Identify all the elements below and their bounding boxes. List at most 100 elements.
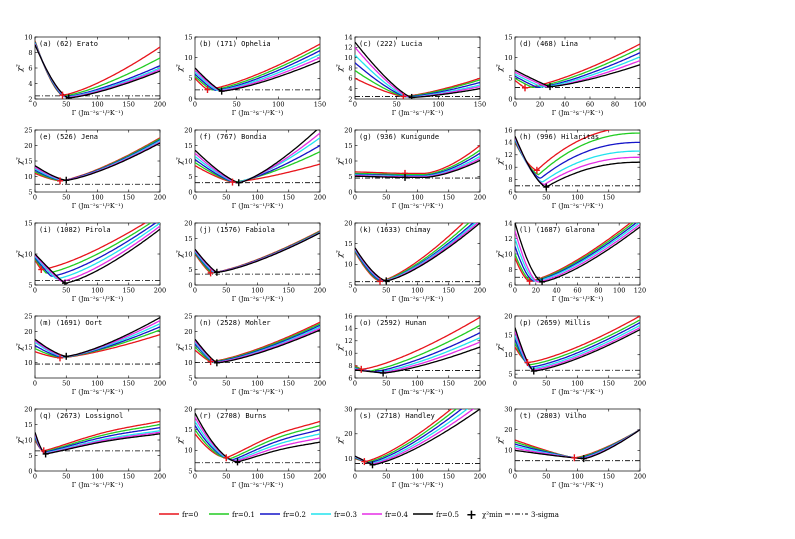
x-axis-label: Γ (Jm⁻²s⁻¹/²K⁻¹) bbox=[392, 295, 444, 303]
x-tick-label: 200 bbox=[154, 194, 166, 202]
plot-area bbox=[195, 43, 320, 95]
y-axis-label: χ² bbox=[15, 436, 24, 445]
y-tick-label: 5 bbox=[188, 173, 192, 181]
x-tick-label: 200 bbox=[474, 194, 486, 202]
y-tick-label: 15 bbox=[24, 157, 32, 165]
series-line-fr=0.1 bbox=[35, 138, 160, 182]
y-tick-label: 5 bbox=[28, 188, 32, 196]
series-line-fr=0 bbox=[35, 223, 147, 271]
panel: 0 50 100 150 200 2 4 6 8 10 Γ (Jm⁻²s⁻¹/²K⁻¹) χ² (a) … bbox=[15, 33, 166, 117]
x-axis-label: Γ (Jm⁻²s⁻¹/²K⁻¹) bbox=[72, 109, 124, 117]
y-tick-label: 5 bbox=[188, 75, 192, 83]
panel: 0 50 100 150 0 5 10 15 Γ (Jm⁻²s⁻¹/²K⁻¹) χ² (b) (17… bbox=[175, 33, 326, 117]
panel: 0 50 100 150 200 5 10 15 20 Γ (Jm⁻²s⁻¹/²K⁻¹) χ² (k)… bbox=[335, 219, 486, 303]
x-tick-label: 200 bbox=[634, 473, 646, 481]
series-line-fr=0.4 bbox=[195, 416, 320, 462]
x-axis-label: Γ (Jm⁻²s⁻¹/²K⁻¹) bbox=[552, 202, 604, 210]
panel-title: (l) (1687) Glarona bbox=[519, 226, 595, 234]
x-tick-label: 0 bbox=[33, 473, 37, 481]
series-line-fr=0.3 bbox=[355, 223, 477, 282]
y-tick-label: 15 bbox=[24, 219, 32, 227]
x-axis-label: Γ (Jm⁻²s⁻¹/²K⁻¹) bbox=[552, 295, 604, 303]
y-axis-label: χ² bbox=[495, 436, 504, 445]
x-tick-label: 200 bbox=[474, 380, 486, 388]
y-tick-label: 15 bbox=[184, 33, 192, 41]
x-tick-label: 50 bbox=[393, 101, 401, 109]
series-line-fr=0.5 bbox=[355, 409, 480, 466]
x-axis-label: Γ (Jm⁻²s⁻¹/²K⁻¹) bbox=[72, 295, 124, 303]
x-tick-label: 100 bbox=[251, 380, 263, 388]
y-tick-label: 15 bbox=[184, 343, 192, 351]
series-line-fr=0.5 bbox=[355, 223, 480, 282]
y-axis-label: χ² bbox=[335, 250, 344, 259]
plot-area bbox=[355, 41, 480, 99]
x-axis-label: Γ (Jm⁻²s⁻¹/²K⁻¹) bbox=[392, 481, 444, 489]
y-tick-label: 14 bbox=[344, 33, 352, 41]
series-line-fr=0.4 bbox=[515, 327, 640, 371]
y-tick-label: 10 bbox=[504, 250, 512, 258]
y-tick-label: 20 bbox=[24, 405, 32, 413]
x-tick-label: 150 bbox=[123, 101, 135, 109]
y-tick-label: 10 bbox=[24, 359, 32, 367]
x-axis-label: Γ (Jm⁻²s⁻¹/²K⁻¹) bbox=[392, 202, 444, 210]
x-tick-label: 100 bbox=[634, 101, 646, 109]
panel: 0 50 100 150 200 0 5 10 15 20 Γ (Jm⁻²s⁻¹/²K⁻¹) χ² (q… bbox=[15, 405, 166, 489]
y-axis-label: χ² bbox=[335, 157, 344, 166]
y-tick-label: 8 bbox=[508, 176, 512, 184]
y-tick-label: 10 bbox=[344, 157, 352, 165]
y-tick-label: 15 bbox=[184, 142, 192, 150]
series-line-fr=0.4 bbox=[195, 232, 320, 273]
panel-title: (d) (468) Lina bbox=[519, 40, 578, 48]
series-line-fr=0 bbox=[195, 321, 320, 363]
y-axis-label: χ² bbox=[495, 343, 504, 352]
series-line-fr=0.5 bbox=[355, 346, 480, 374]
y-tick-label: 15 bbox=[344, 142, 352, 150]
y-tick-label: 20 bbox=[184, 219, 192, 227]
x-tick-label: 200 bbox=[154, 380, 166, 388]
y-tick-label: 30 bbox=[344, 405, 352, 413]
x-tick-label: 0 bbox=[33, 287, 37, 295]
y-axis-label: χ² bbox=[495, 157, 504, 166]
x-tick-label: 200 bbox=[314, 287, 326, 295]
x-axis-label: Γ (Jm⁻²s⁻¹/²K⁻¹) bbox=[72, 202, 124, 210]
panel-title: (s) (2718) Handley bbox=[359, 412, 435, 420]
legend-label: fr=0.5 bbox=[436, 511, 459, 519]
series-line-fr=0.5 bbox=[35, 228, 160, 284]
series-line-fr=0.5 bbox=[195, 130, 318, 184]
x-tick-label: 100 bbox=[91, 473, 103, 481]
plot-area bbox=[515, 316, 640, 375]
series-line-fr=0.1 bbox=[355, 324, 480, 372]
y-tick-label: 2 bbox=[28, 95, 32, 103]
panel: 0 50 100 150 200 10 15 20 25 Γ (Jm⁻²s⁻¹/²K⁻¹) χ² (m… bbox=[15, 312, 166, 396]
series-line-fr=0.5 bbox=[195, 412, 320, 463]
y-axis-label: χ² bbox=[15, 343, 24, 352]
x-tick-label: 100 bbox=[91, 380, 103, 388]
series-line-fr=0.4 bbox=[515, 137, 640, 186]
x-tick-label: 0 bbox=[353, 473, 357, 481]
panel: 0 50 100 150 200 0 10 20 30 Γ (Jm⁻²s⁻¹/²K⁻¹) χ² (t)… bbox=[495, 405, 646, 489]
series-line-fr=0 bbox=[515, 316, 640, 364]
y-tick-label: 12 bbox=[344, 337, 352, 345]
series-line-fr=0.3 bbox=[515, 324, 640, 370]
x-tick-label: 200 bbox=[154, 101, 166, 109]
panel-title: (j) (1576) Fabiola bbox=[199, 226, 275, 234]
panel: 0 50 100 150 200 0 5 10 15 20 Γ (Jm⁻²s⁻¹/²K⁻¹) χ² (g… bbox=[335, 126, 486, 210]
plot-area bbox=[35, 420, 160, 458]
series-line-fr=0.5 bbox=[355, 159, 480, 179]
plot-area bbox=[35, 317, 160, 365]
x-tick-label: 150 bbox=[443, 194, 455, 202]
panel: 0 50 100 150 200 0 5 10 15 20 Γ (Jm⁻²s⁻¹/²K⁻¹) χ² (j… bbox=[175, 219, 326, 303]
x-tick-label: 100 bbox=[411, 194, 423, 202]
panel: 0 50 100 150 200 5 10 15 20 Γ (Jm⁻²s⁻¹/²K⁻¹) χ² (p)… bbox=[495, 312, 646, 396]
x-tick-label: 40 bbox=[561, 101, 569, 109]
panel: 0 50 100 150 200 5 10 15 Γ (Jm⁻²s⁻¹/²K⁻¹) χ² (i) (… bbox=[15, 219, 166, 303]
y-tick-label: 10 bbox=[184, 447, 192, 455]
panel-title: (f) (767) Bondia bbox=[199, 133, 266, 141]
x-tick-label: 0 bbox=[513, 380, 517, 388]
x-tick-label: 200 bbox=[634, 380, 646, 388]
y-tick-label: 14 bbox=[344, 325, 352, 333]
series-line-fr=0.2 bbox=[355, 332, 480, 373]
x-tick-label: 120 bbox=[634, 287, 646, 295]
y-tick-label: 5 bbox=[348, 281, 352, 289]
